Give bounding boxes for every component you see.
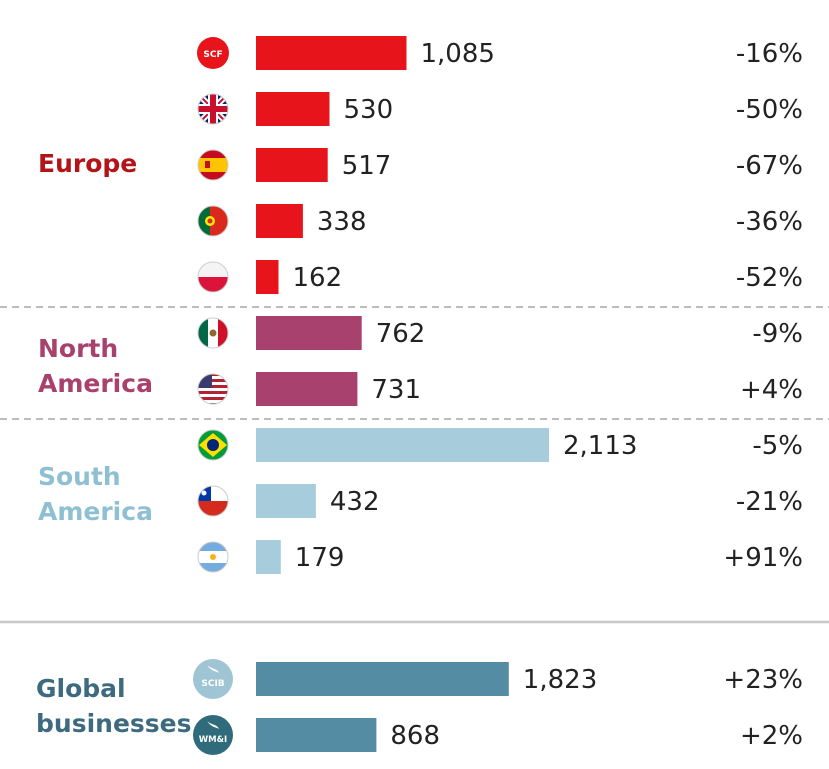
value-label-scf: 1,085 (421, 39, 495, 69)
bar-spain (256, 148, 328, 182)
bar-scf (256, 36, 407, 70)
bar-mexico (256, 316, 362, 350)
bar-poland (256, 260, 279, 294)
change-label-scib: +23% (723, 665, 803, 695)
bar-brazil (256, 428, 549, 462)
region-label-europe: Europe (38, 149, 137, 178)
value-label-wm-i: 868 (390, 721, 440, 751)
region-label-global-line1: Global (36, 674, 126, 703)
value-label-uk: 530 (344, 95, 394, 125)
poland-flag-icon (197, 261, 229, 293)
svg-text:WM&I: WM&I (199, 735, 227, 745)
mexico-flag-icon (197, 317, 229, 349)
bar-portugal (256, 204, 303, 238)
region-label-north-america-line1: North (38, 334, 118, 363)
region-label-south-america-line2: America (38, 497, 153, 526)
value-label-mexico: 762 (376, 319, 426, 349)
uk-flag-icon (197, 93, 229, 125)
bar-scib (256, 662, 509, 696)
us-flag-icon (197, 373, 229, 405)
change-label-argentina: +91% (723, 543, 803, 573)
bar-uk (256, 92, 330, 126)
change-label-scf: -16% (736, 39, 803, 69)
argentina-flag-icon (197, 541, 229, 573)
brazil-flag-icon (197, 429, 229, 461)
region-label-global-line2: businesses (36, 709, 192, 738)
change-label-brazil: -5% (752, 431, 803, 461)
bar-argentina (256, 540, 281, 574)
svg-text:SCIB: SCIB (201, 679, 224, 689)
bar-us (256, 372, 358, 406)
bar-wm-i (256, 718, 377, 752)
scf-icon: SCF (197, 37, 229, 69)
change-label-portugal: -36% (736, 207, 803, 237)
spain-flag-icon (197, 149, 229, 181)
change-label-us: +4% (740, 375, 803, 405)
change-label-uk: -50% (736, 95, 803, 125)
value-label-spain: 517 (342, 151, 392, 181)
value-label-portugal: 338 (317, 207, 367, 237)
change-label-poland: -52% (736, 263, 803, 293)
region-label-north-america-line2: America (38, 369, 153, 398)
change-label-spain: -67% (736, 151, 803, 181)
bar-chile (256, 484, 316, 518)
svg-text:SCF: SCF (203, 50, 222, 60)
region-label-south-america-line1: South (38, 462, 121, 491)
wmi-icon: WM&I (193, 715, 233, 755)
scib-icon: SCIB (193, 659, 233, 699)
portugal-flag-icon (197, 205, 229, 237)
change-label-mexico: -9% (752, 319, 803, 349)
change-label-wm-i: +2% (740, 721, 803, 751)
value-label-scib: 1,823 (523, 665, 597, 695)
chile-flag-icon (197, 485, 229, 517)
bars-group: 1,085 -16% 530 -50% 517 -67% 338 -36% 162 -52% 762… (256, 36, 803, 752)
value-label-brazil: 2,113 (563, 431, 637, 461)
value-label-chile: 432 (330, 487, 380, 517)
change-label-chile: -21% (736, 487, 803, 517)
value-label-us: 731 (371, 375, 421, 405)
value-label-poland: 162 (293, 263, 343, 293)
value-label-argentina: 179 (295, 543, 345, 573)
